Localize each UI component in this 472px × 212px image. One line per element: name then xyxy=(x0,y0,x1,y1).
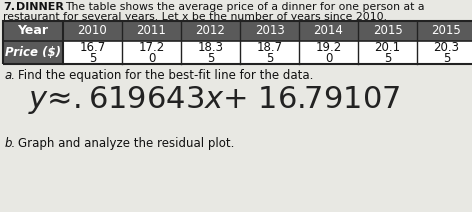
Text: 19.2: 19.2 xyxy=(315,41,342,54)
Text: 2013: 2013 xyxy=(254,25,284,38)
Text: Find the equation for the best-fit line for the data.: Find the equation for the best-fit line … xyxy=(18,69,313,82)
Text: 20.1: 20.1 xyxy=(374,41,401,54)
Text: 16.7: 16.7 xyxy=(79,41,106,54)
Text: Price ($): Price ($) xyxy=(5,46,61,59)
Text: 5: 5 xyxy=(384,52,391,65)
Text: restaurant for several years. Let x be the number of years since 2010.: restaurant for several years. Let x be t… xyxy=(3,12,387,22)
Text: 2012: 2012 xyxy=(195,25,226,38)
Text: 18.3: 18.3 xyxy=(197,41,224,54)
Text: 2015: 2015 xyxy=(372,25,402,38)
Text: 2014: 2014 xyxy=(313,25,344,38)
Text: 17.2: 17.2 xyxy=(138,41,165,54)
Text: 7.: 7. xyxy=(3,2,15,12)
Text: 20.3: 20.3 xyxy=(433,41,460,54)
Text: 0: 0 xyxy=(325,52,332,65)
Text: 5: 5 xyxy=(89,52,96,65)
Text: 18.7: 18.7 xyxy=(256,41,283,54)
Text: Graph and analyze the residual plot.: Graph and analyze the residual plot. xyxy=(18,137,235,150)
Bar xyxy=(3,21,472,41)
Text: 2015: 2015 xyxy=(431,25,461,38)
Text: 2010: 2010 xyxy=(77,25,107,38)
Text: b.: b. xyxy=(5,137,16,150)
Bar xyxy=(3,21,472,64)
Text: 5: 5 xyxy=(266,52,273,65)
Text: a.: a. xyxy=(5,69,16,82)
Text: $y$≈$.619643x$+ $16.79107$: $y$≈$.619643x$+ $16.79107$ xyxy=(28,84,400,116)
Bar xyxy=(3,21,472,64)
Text: 2011: 2011 xyxy=(136,25,167,38)
Text: DINNER: DINNER xyxy=(16,2,64,12)
Text: 5: 5 xyxy=(207,52,214,65)
Bar xyxy=(3,41,63,64)
Text: 0: 0 xyxy=(148,52,155,65)
Text: The table shows the average price of a dinner for one person at a: The table shows the average price of a d… xyxy=(65,2,424,12)
Text: Year: Year xyxy=(17,25,49,38)
Text: 5: 5 xyxy=(443,52,450,65)
